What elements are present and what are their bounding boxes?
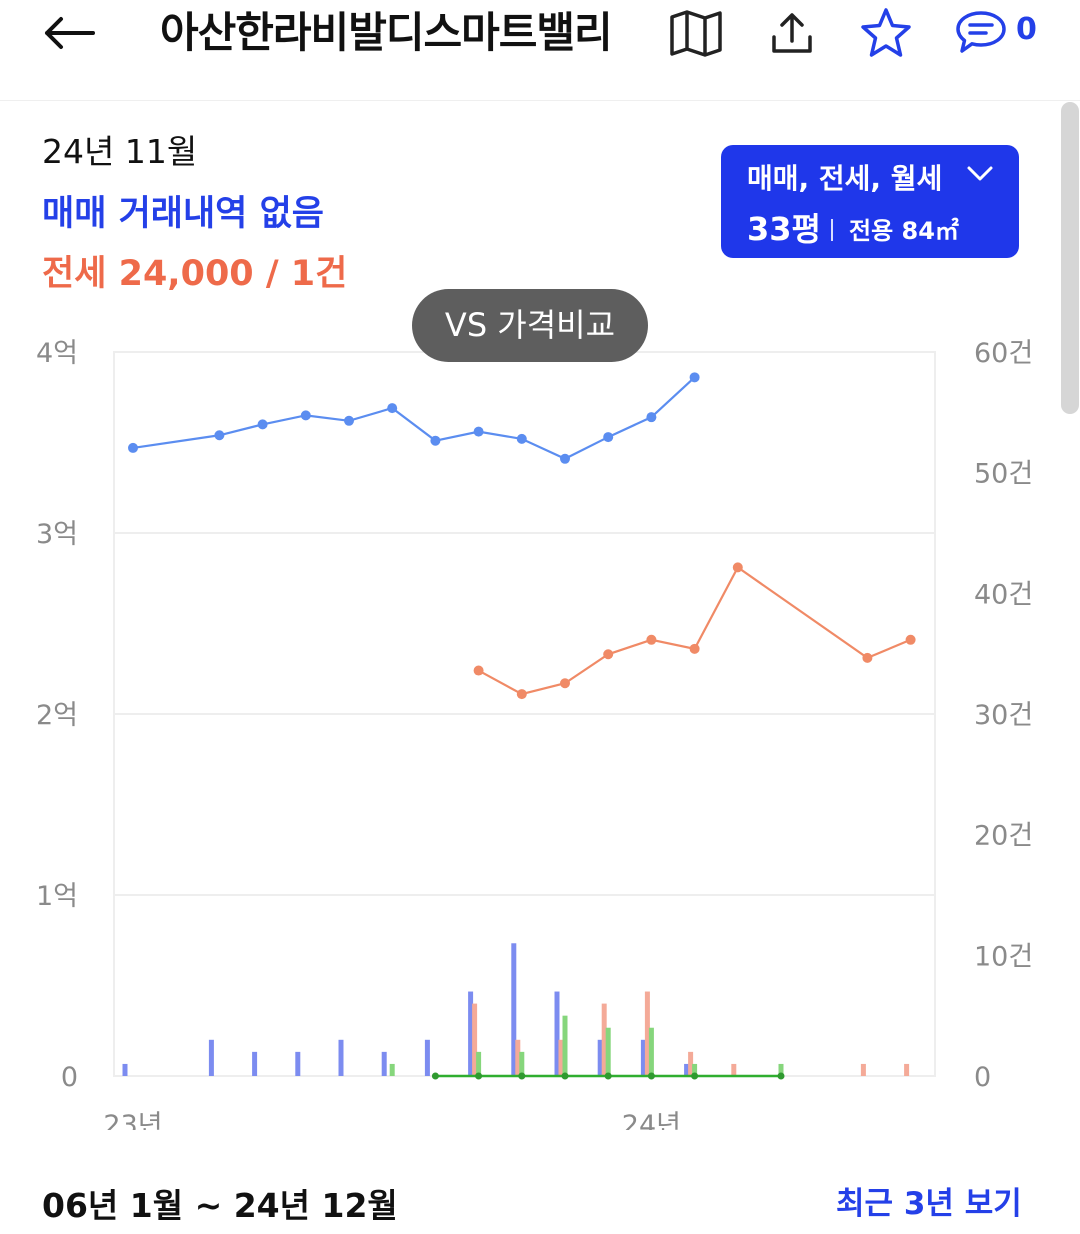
y-right-tick-label: 10건: [974, 941, 1033, 972]
price-line: [478, 565, 912, 696]
volume-bar: [601, 1003, 607, 1076]
price-point: [561, 1072, 569, 1080]
price-point: [128, 442, 138, 453]
price-point: [603, 649, 614, 660]
y-right-tick-label: 30건: [974, 700, 1033, 731]
volume-bar: [511, 943, 517, 1076]
filter-divider: [831, 219, 833, 241]
price-point: [431, 1072, 439, 1080]
y-right-tick-label: 60건: [974, 338, 1033, 369]
price-point: [646, 412, 657, 423]
volume-bar: [904, 1063, 910, 1076]
volume-bar: [640, 1039, 646, 1076]
volume-bar: [692, 1063, 698, 1076]
app-header: 아산한라비발디스마트밸리 0: [0, 0, 1080, 101]
volume-bar: [562, 1015, 568, 1076]
x-tick-label: 24년: [622, 1110, 681, 1130]
volume-bar: [648, 1027, 654, 1076]
deal-filter-button[interactable]: 매매, 전세, 월세 33평 전용 84㎡: [721, 145, 1019, 258]
volume-bar: [731, 1063, 737, 1076]
vs-compare-button[interactable]: VS 가격비교: [412, 289, 648, 362]
volume-bar: [515, 1039, 521, 1076]
price-point: [732, 562, 743, 573]
price-point: [516, 689, 527, 700]
y-right-tick-label: 40건: [974, 579, 1033, 610]
price-point: [387, 403, 398, 414]
y-left-tick-label: 4억: [36, 338, 78, 369]
volume-bar: [208, 1039, 214, 1076]
price-point: [430, 435, 441, 446]
price-point: [473, 426, 484, 437]
price-point: [603, 432, 614, 443]
volume-bar: [389, 1063, 395, 1076]
volume-bar: [519, 1051, 525, 1076]
x-tick-label: 23년: [103, 1110, 162, 1130]
price-point: [344, 415, 354, 426]
volume-bar: [381, 1051, 387, 1076]
volume-bar: [558, 1039, 564, 1076]
price-point: [473, 665, 484, 676]
price-point: [300, 410, 311, 421]
volume-bar: [122, 1063, 128, 1076]
date-range: 06년 1월 ~ 24년 12월: [42, 1186, 398, 1225]
price-point: [604, 1072, 612, 1080]
price-point: [516, 433, 527, 444]
selected-month: 24년 11월: [42, 132, 198, 171]
chevron-down-icon: [966, 165, 994, 187]
star-icon[interactable]: [858, 0, 914, 66]
volume-bar: [605, 1027, 611, 1076]
jeonse-summary: 전세 24,000 / 1건: [42, 254, 348, 294]
y-right-tick-label: 50건: [974, 459, 1033, 490]
price-point: [862, 652, 873, 663]
price-point: [647, 1072, 655, 1080]
sale-summary: 매매 거래내역 없음: [42, 194, 324, 234]
volume-bar: [295, 1051, 301, 1076]
y-left-tick-label: 1억: [36, 881, 78, 912]
price-point: [777, 1072, 785, 1080]
scrollbar[interactable]: [1061, 102, 1079, 414]
price-point: [214, 430, 225, 441]
volume-bar: [252, 1051, 258, 1076]
y-left-tick-label: 2억: [36, 700, 78, 731]
page-title: 아산한라비발디스마트밸리: [160, 8, 613, 57]
volume-bar: [778, 1063, 784, 1076]
y-right-tick-label: 20건: [974, 821, 1033, 852]
deal-types-label: 매매, 전세, 월세: [747, 162, 943, 195]
map-icon[interactable]: [666, 0, 726, 66]
price-point: [257, 419, 268, 430]
volume-bar: [684, 1063, 690, 1076]
back-arrow-icon[interactable]: [34, 0, 104, 66]
price-point: [475, 1072, 483, 1080]
size-label: 33평: [747, 210, 821, 248]
price-point: [518, 1072, 526, 1080]
y-left-tick-label: 0: [61, 1062, 78, 1093]
recent-3-years-link[interactable]: 최근 3년 보기: [836, 1186, 1022, 1222]
price-point: [560, 453, 570, 464]
volume-bar: [644, 991, 650, 1076]
price-point: [646, 634, 657, 645]
price-point: [689, 643, 700, 654]
volume-bar: [554, 991, 560, 1076]
comment-count[interactable]: 0: [1016, 12, 1037, 47]
price-chart[interactable]: 0 1억 2억 3억 4억 0 10건 20건 30건 40건 50건 60건 23년 24년: [0, 330, 1060, 1130]
y-right-tick-label: 0: [974, 1062, 991, 1093]
volume-bar: [688, 1051, 694, 1076]
area-label: 전용 84㎡: [849, 217, 959, 245]
price-point: [905, 634, 916, 645]
price-point: [691, 1072, 699, 1080]
price-point: [560, 678, 570, 689]
share-icon[interactable]: [765, 0, 819, 66]
volume-bar: [860, 1063, 866, 1076]
volume-bar: [476, 1051, 482, 1076]
volume-bar: [597, 1039, 603, 1076]
volume-bar: [424, 1039, 430, 1076]
price-point: [689, 372, 700, 383]
volume-bar: [338, 1039, 344, 1076]
y-left-tick-label: 3억: [36, 519, 78, 550]
price-line: [132, 376, 696, 461]
volume-bar: [472, 1003, 478, 1076]
volume-bar: [468, 991, 474, 1076]
comment-icon[interactable]: [953, 0, 1009, 66]
